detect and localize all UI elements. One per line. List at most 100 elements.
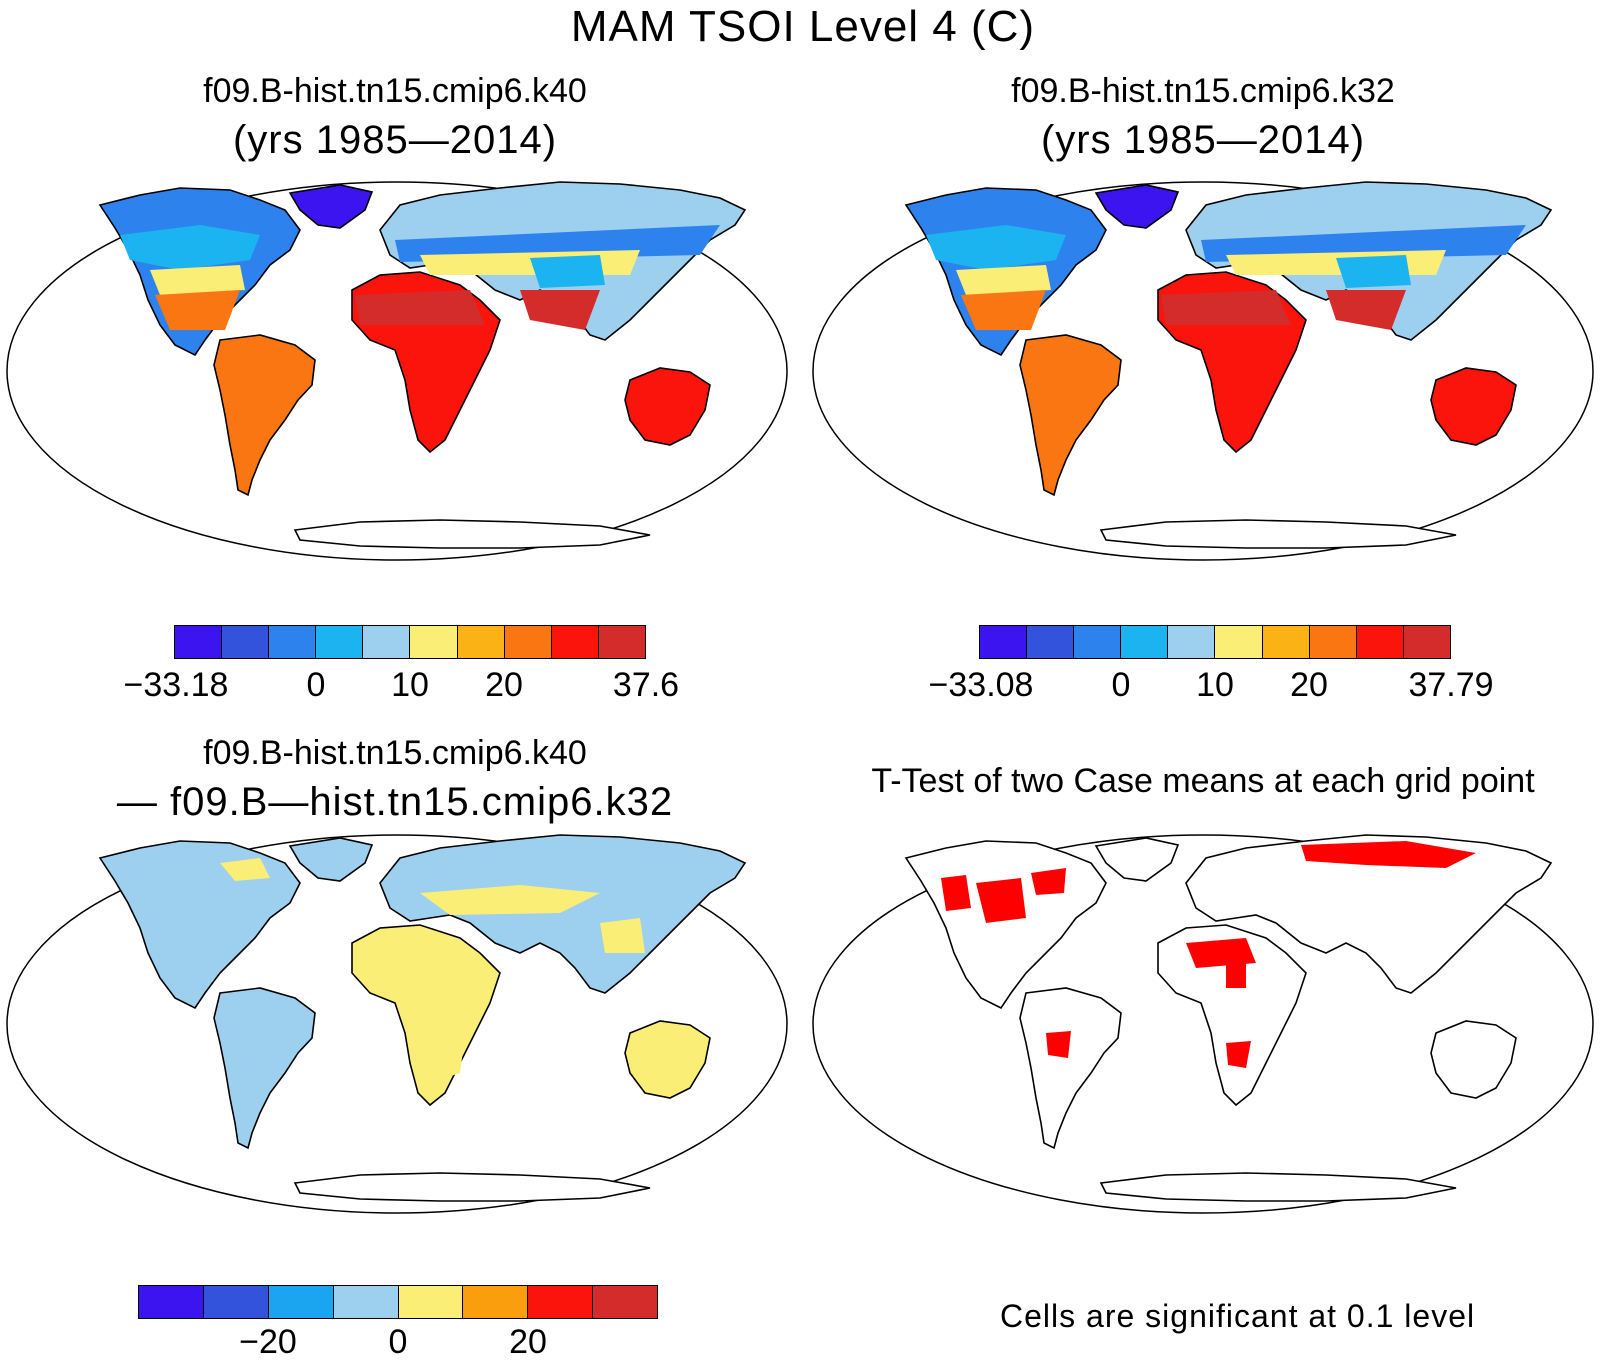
temperature-region — [956, 265, 1051, 295]
colorbar-swatch — [269, 626, 317, 658]
greenland-shape — [288, 184, 374, 229]
difference-region — [600, 918, 645, 953]
australia-shape — [1430, 1020, 1517, 1099]
australia-shape — [1430, 367, 1517, 446]
panel-bl-case: f09.B-hist.tn15.cmip6.k40 — [203, 734, 587, 772]
significant-region — [1031, 868, 1066, 895]
panel-tl-years: (yrs 1985—2014) — [232, 118, 558, 162]
cb-tl-label-3: 20 — [485, 666, 523, 704]
colorbar-swatch — [333, 1286, 399, 1318]
temperature-region — [155, 290, 240, 330]
australia-shape — [624, 367, 711, 446]
colorbar-swatch — [504, 626, 552, 658]
colorbar-bottom-left — [138, 1285, 658, 1319]
difference-region — [420, 885, 600, 915]
significant-region — [1046, 1031, 1071, 1058]
cb-tl-label-0: −33.18 — [123, 666, 229, 704]
colorbar-swatch — [593, 1286, 657, 1318]
significant-region — [1301, 841, 1476, 868]
europe-asia-shape — [379, 834, 747, 994]
colorbar-swatch — [457, 626, 505, 658]
colorbar-swatch — [398, 1286, 464, 1318]
cb-tr-label-4: 37.79 — [1408, 666, 1494, 704]
south-america-shape — [213, 987, 316, 1150]
colorbar-swatch — [203, 1286, 269, 1318]
colorbar-swatch — [598, 626, 645, 658]
africa-shape — [1157, 924, 1307, 1107]
panel-tr-case: f09.B-hist.tn15.cmip6.k32 — [1011, 72, 1395, 110]
continents-top-right — [904, 181, 1553, 549]
significance-note: Cells are significant at 0.1 level — [1000, 1298, 1476, 1334]
difference-region — [640, 1038, 700, 1083]
cb-tr-label-0: −33.08 — [928, 666, 1034, 704]
cb-tr-label-3: 20 — [1290, 666, 1328, 704]
europe-asia-shape — [1185, 834, 1553, 994]
colorbar-swatch — [222, 626, 270, 658]
significant-region — [1226, 1041, 1251, 1068]
colorbar-swatch — [410, 626, 458, 658]
colorbar-swatch — [268, 1286, 334, 1318]
antarctica-shape — [293, 519, 651, 549]
cb-bl-label-1: 0 — [388, 1323, 408, 1361]
colorbar-top-right — [979, 625, 1451, 659]
colorbar-swatch — [175, 626, 223, 658]
temperature-region — [1336, 255, 1411, 288]
colorbar-swatch — [463, 1286, 529, 1318]
temperature-region — [961, 290, 1046, 330]
panel-bl-case2: — f09.B—hist.tn15.cmip6.k32 — [116, 780, 674, 824]
cb-tl-label-4: 37.6 — [612, 666, 680, 704]
difference-region — [220, 858, 270, 881]
colorbar-swatch — [1074, 626, 1122, 658]
temperature-region — [120, 225, 260, 270]
temperature-region — [150, 265, 245, 295]
map-panel-top-right — [812, 181, 1594, 561]
antarctica-shape — [1099, 519, 1457, 549]
temperature-region — [520, 290, 600, 330]
colorbar-swatch — [316, 626, 364, 658]
colorbar-swatch — [1262, 626, 1310, 658]
south-america-shape — [1019, 987, 1122, 1150]
north-america-shape — [98, 840, 301, 1010]
map-panel-top-left — [6, 181, 788, 561]
temperature-region — [926, 225, 1066, 270]
cb-tr-label-1: 0 — [1111, 666, 1131, 704]
panel-br-title: T-Test of two Case means at each grid po… — [871, 762, 1535, 800]
colorbar-swatch — [1121, 626, 1169, 658]
map-panel-bottom-left — [6, 834, 788, 1214]
temperature-region — [1161, 290, 1291, 325]
cb-bl-label-2: 20 — [509, 1323, 547, 1361]
antarctica-shape — [1099, 1172, 1457, 1202]
colorbar-swatch — [1403, 626, 1450, 658]
difference-region — [360, 948, 430, 983]
colorbar-swatch — [1356, 626, 1404, 658]
temperature-region — [530, 255, 605, 288]
panel-tr-years: (yrs 1985—2014) — [1040, 118, 1366, 162]
colorbar-swatch — [139, 1286, 204, 1318]
figure-title: MAM TSOI Level 4 (C) — [570, 2, 1036, 51]
cb-bl-label-0: −20 — [239, 1323, 297, 1361]
continents-bottom-left — [98, 834, 747, 1202]
greenland-shape — [1094, 184, 1180, 229]
continents-bottom-right — [904, 834, 1553, 1202]
significant-region — [1226, 958, 1246, 988]
colorbar-swatch — [1309, 626, 1357, 658]
significant-region — [941, 875, 971, 911]
colorbar-swatch — [1168, 626, 1216, 658]
greenland-shape — [1094, 837, 1180, 882]
colorbar-swatch — [1027, 626, 1075, 658]
temperature-region — [355, 290, 485, 325]
colorbar-swatch — [551, 626, 599, 658]
significant-region — [976, 878, 1026, 923]
difference-region — [420, 998, 470, 1083]
cb-tl-label-2: 10 — [391, 666, 429, 704]
panel-tl-case: f09.B-hist.tn15.cmip6.k40 — [203, 72, 587, 110]
colorbar-swatch — [363, 626, 411, 658]
south-america-shape — [213, 334, 316, 497]
cb-tl-label-1: 0 — [306, 666, 326, 704]
cb-tr-label-2: 10 — [1196, 666, 1234, 704]
colorbar-swatch — [528, 1286, 594, 1318]
temperature-region — [1326, 290, 1406, 330]
greenland-shape — [288, 837, 374, 882]
colorbar-top-left — [174, 625, 646, 659]
map-panel-bottom-right — [812, 834, 1594, 1214]
